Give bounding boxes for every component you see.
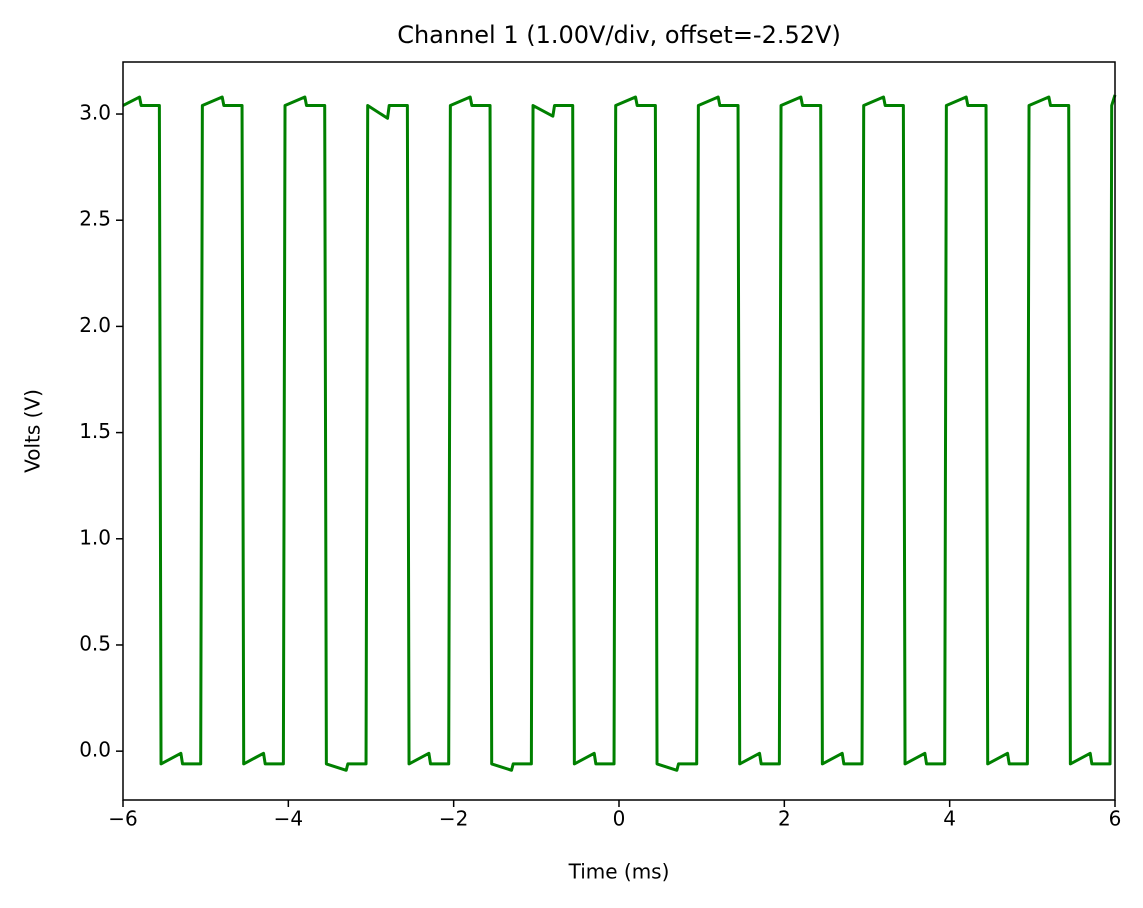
y-tick-label: 2.0 bbox=[79, 313, 111, 337]
chart-title: Channel 1 (1.00V/div, offset=-2.52V) bbox=[397, 21, 841, 49]
y-axis-label: Volts (V) bbox=[21, 389, 45, 473]
x-tick-label: 0 bbox=[613, 807, 626, 831]
y-tick-label: 3.0 bbox=[79, 101, 111, 125]
y-tick-label: 1.5 bbox=[79, 419, 111, 443]
x-tick-label: −4 bbox=[274, 807, 303, 831]
x-tick-label: −6 bbox=[108, 807, 137, 831]
y-tick-label: 1.0 bbox=[79, 525, 111, 549]
x-tick-label: 4 bbox=[943, 807, 956, 831]
x-tick-label: 6 bbox=[1109, 807, 1122, 831]
x-tick-label: 2 bbox=[778, 807, 791, 831]
x-tick-label: −2 bbox=[439, 807, 468, 831]
signal-line bbox=[122, 94, 1117, 772]
plot-frame bbox=[122, 61, 1116, 801]
y-tick-label: 0.0 bbox=[79, 738, 111, 762]
y-tick-label: 2.5 bbox=[79, 207, 111, 231]
x-axis-label: Time (ms) bbox=[568, 860, 670, 884]
y-tick-label: 0.5 bbox=[79, 631, 111, 655]
